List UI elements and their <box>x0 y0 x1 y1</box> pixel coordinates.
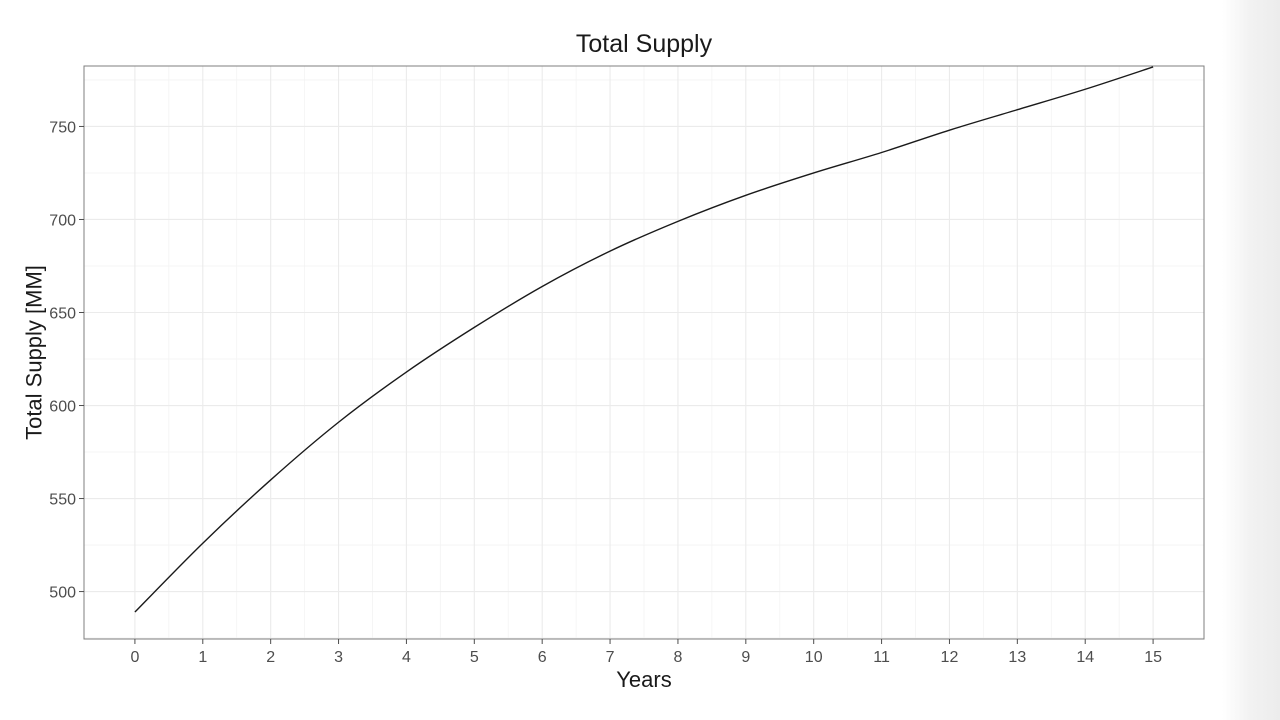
x-tick-label-14: 14 <box>1076 649 1094 666</box>
minor-gridlines <box>84 66 1204 639</box>
y-tick-label-700: 700 <box>49 212 76 229</box>
plot-panel <box>83 65 1205 640</box>
chart-title: Total Supply <box>576 30 713 58</box>
y-axis-title: Total Supply [MM] <box>22 265 47 440</box>
series-line-total-supply <box>134 66 1154 613</box>
x-tick-label-1: 1 <box>198 649 207 666</box>
major-gridlines <box>84 66 1204 639</box>
x-tick-label-7: 7 <box>606 649 615 666</box>
x-tick-label-0: 0 <box>130 649 139 666</box>
y-tick-label-550: 550 <box>49 492 76 509</box>
y-tick-label-500: 500 <box>49 585 76 602</box>
y-tick-label-600: 600 <box>49 399 76 416</box>
x-tick-label-13: 13 <box>1008 649 1026 666</box>
x-tick-label-4: 4 <box>402 649 411 666</box>
x-axis-title: Years <box>616 667 671 692</box>
x-tick-label-11: 11 <box>873 649 890 666</box>
x-tick-label-8: 8 <box>673 649 682 666</box>
x-tick-label-15: 15 <box>1144 649 1162 666</box>
y-tick-label-750: 750 <box>49 119 76 136</box>
y-tick-label-650: 650 <box>49 306 76 323</box>
x-tick-label-9: 9 <box>741 649 750 666</box>
y-axis: 500 550 600 650 700 750 <box>49 119 84 602</box>
x-tick-label-5: 5 <box>470 649 479 666</box>
x-axis: 0 1 2 3 4 5 6 7 8 9 10 11 12 13 14 15 <box>130 639 1162 666</box>
x-tick-label-12: 12 <box>941 649 959 666</box>
x-tick-label-6: 6 <box>538 649 547 666</box>
x-tick-label-2: 2 <box>266 649 275 666</box>
x-tick-label-3: 3 <box>334 649 343 666</box>
x-tick-label-10: 10 <box>805 649 823 666</box>
